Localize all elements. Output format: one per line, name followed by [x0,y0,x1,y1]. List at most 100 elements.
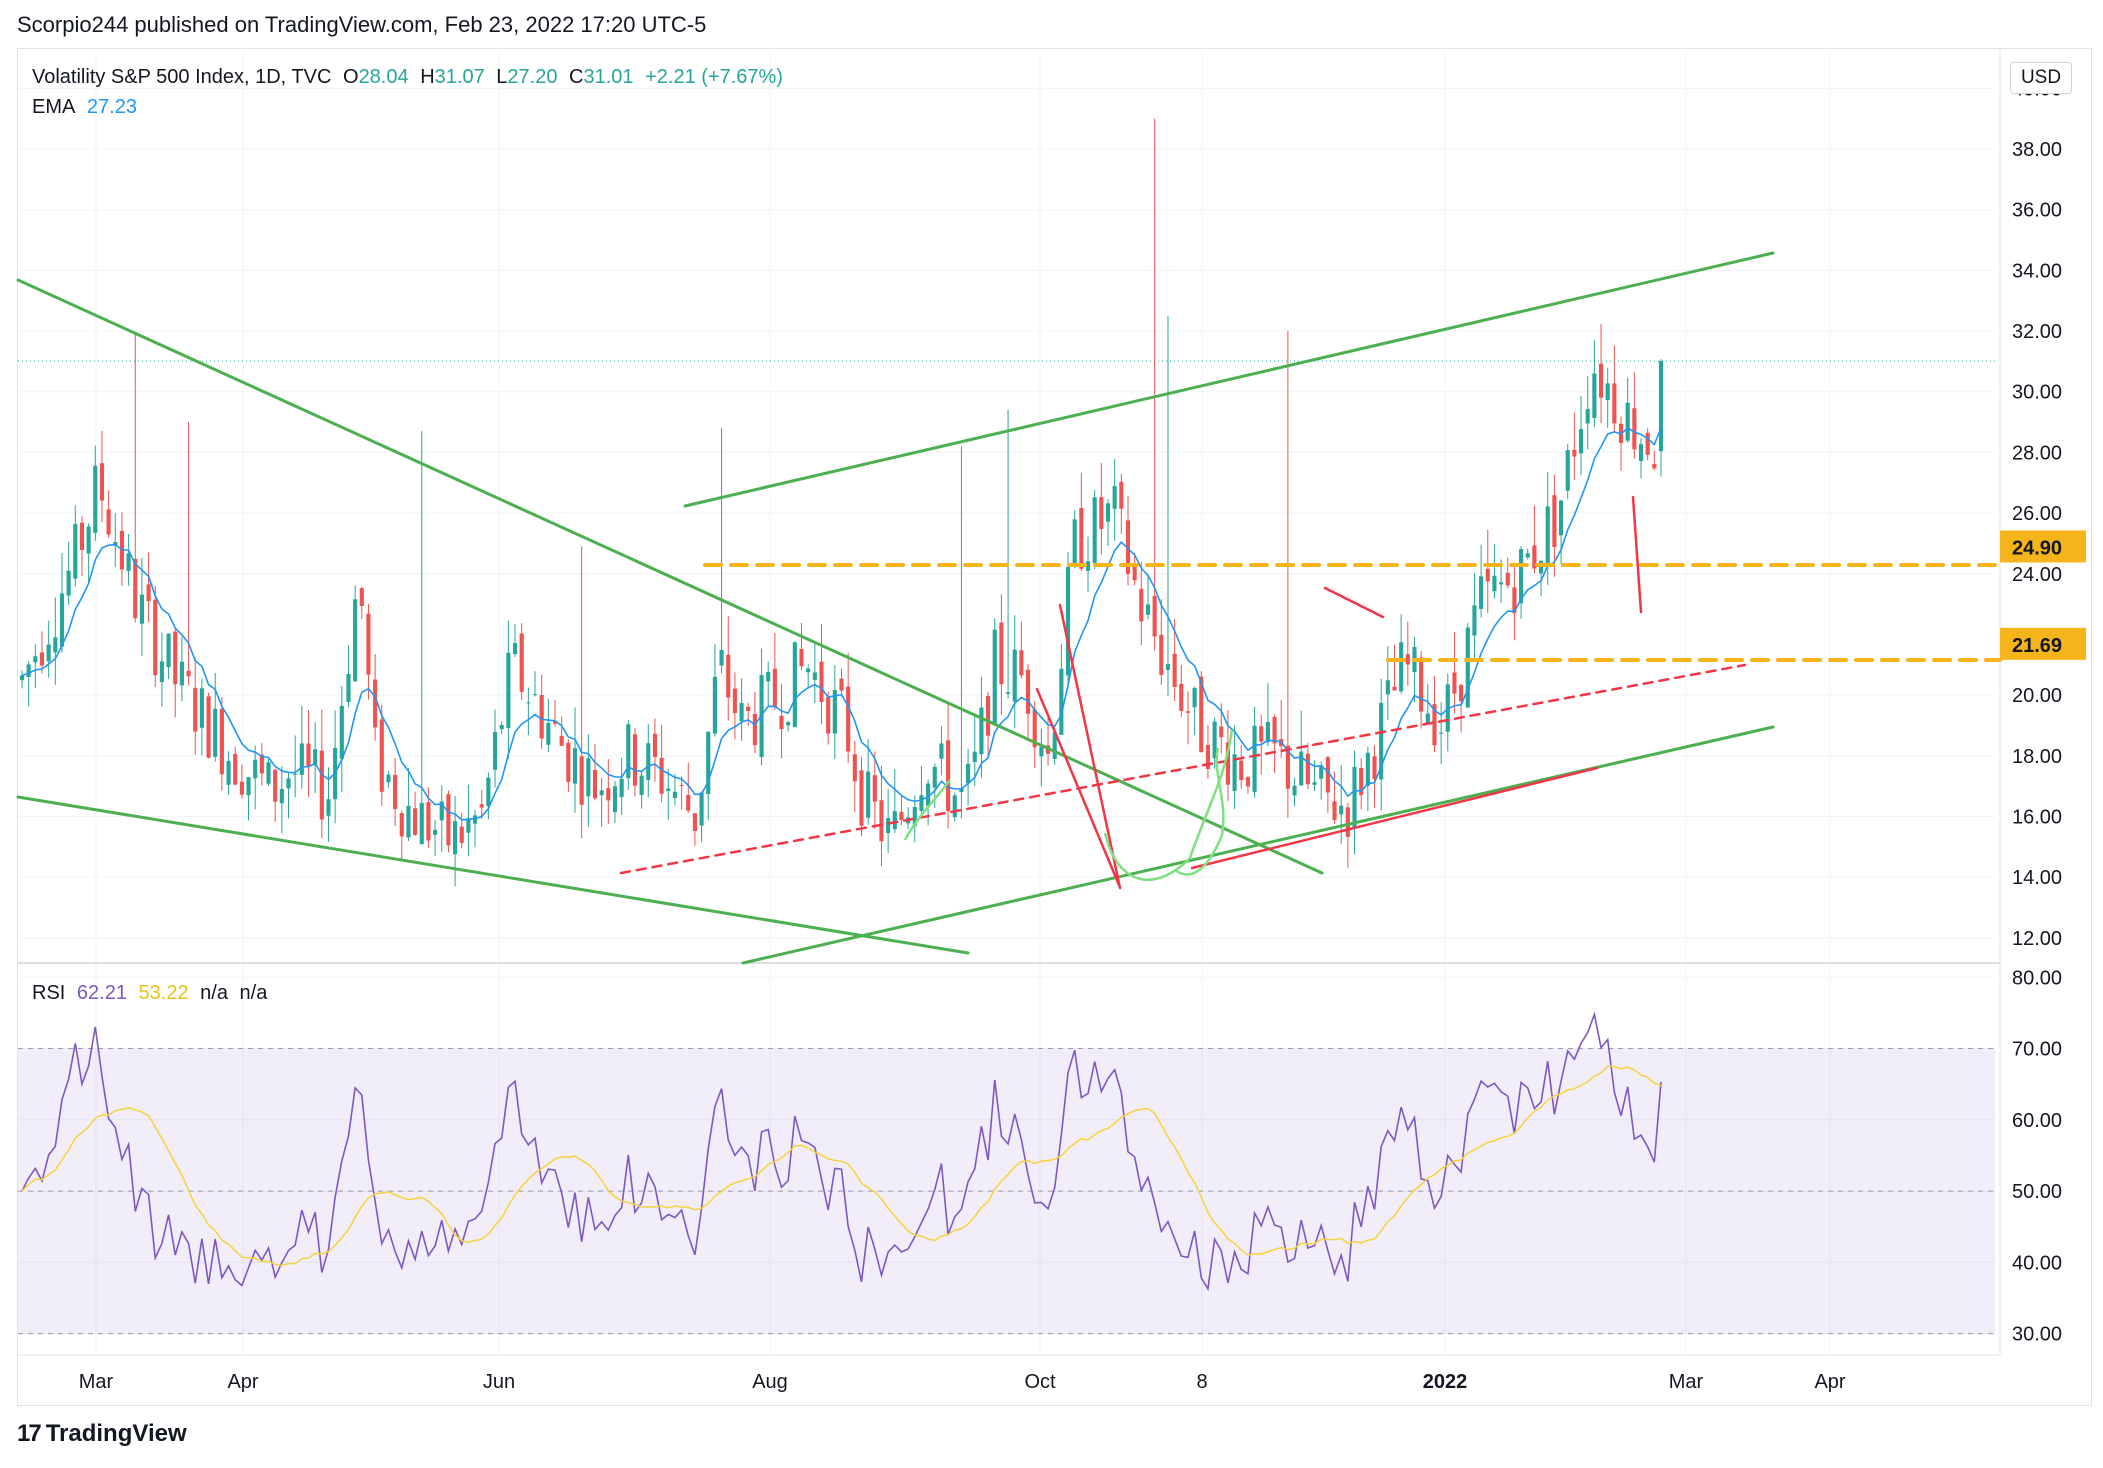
ema-line [21,426,1662,821]
tradingview-brand: TradingView [45,1420,187,1447]
candle-body [586,758,591,797]
candle [1245,776,1250,794]
candle-body [899,811,904,820]
candle-body [799,648,804,667]
candle [126,534,131,586]
candle [199,678,204,756]
time-tick-label: Apr [1814,1371,1845,1393]
candle [1092,490,1097,570]
high-value: H31.07 [420,66,485,88]
candle [672,773,678,806]
candle [1059,643,1064,735]
candle-body [592,769,598,799]
candle-body [672,791,678,799]
candle-body [999,622,1004,685]
candle [1205,725,1211,779]
low-value: L27.20 [496,66,558,88]
candle-body [1232,754,1237,791]
candle-body [199,688,204,728]
candle [1372,745,1377,808]
candle-body [912,807,917,826]
time-tick-label: Jun [483,1371,515,1393]
candle [406,767,411,841]
candle [1439,701,1444,765]
candle-body [1592,373,1597,418]
candle-body [1319,765,1324,779]
candle-body [353,599,358,682]
candle-body [726,654,731,698]
tradingview-logo[interactable]: 17 TradingView [17,1420,187,1448]
candle-body [1605,383,1610,400]
candle-body [399,813,404,837]
candle-body [1065,567,1071,676]
candle-body [99,463,105,501]
candle-body [1512,587,1517,614]
candle [1585,376,1590,450]
candle [59,552,65,653]
candle [33,644,38,689]
candle [1632,372,1637,459]
candle [366,603,371,700]
candle [253,745,258,810]
ema-value: 27.23 [86,96,137,118]
rsi-legend: RSI 62.21 53.22 n/a n/a [32,982,273,1005]
candle [1279,700,1284,758]
candle [772,633,777,711]
candle [113,513,118,568]
candle-body [826,697,831,734]
candle-body [419,802,424,844]
candle [646,723,651,798]
candle [699,791,704,843]
level-badge [2000,530,2086,563]
candle-body [832,690,837,734]
candle-body [186,670,191,677]
rsi-label[interactable]: RSI [32,982,66,1004]
candle-body [159,661,164,683]
candle-body [1359,767,1364,796]
candle-body [93,465,98,533]
candle [1645,428,1650,461]
candle-body [859,770,864,826]
rsi-tick-label: 80.00 [2012,967,2062,989]
lower-trend-line [16,795,970,955]
candle [1105,499,1111,547]
candle-body [1032,709,1037,748]
candle-body [413,808,418,835]
candle-body [273,769,278,802]
candle [1159,599,1164,685]
candle-body [1379,702,1384,780]
candle-body [1332,801,1337,821]
candle [239,764,244,799]
currency-button[interactable]: USD [2010,62,2072,94]
candle-body [612,786,618,813]
candle [186,422,191,686]
time-tick-label: Aug [752,1371,788,1393]
candle [552,699,558,727]
candle-body [852,754,857,782]
candle-body [1578,429,1584,454]
candle-body [572,748,578,784]
candle-body [1312,782,1317,785]
candle-body [519,633,524,692]
candle [939,726,944,776]
ema-label[interactable]: EMA [32,96,76,118]
candle [1512,562,1517,641]
candle-body [606,788,611,801]
candle [1379,678,1384,811]
candle-body [972,751,977,762]
candle-body [293,773,298,775]
candle-body [1272,716,1277,744]
candle [486,772,491,820]
candle-body [552,720,558,724]
chart-frame [17,48,2092,1406]
candle [1285,331,1290,818]
candle [1325,755,1330,813]
candle [466,784,471,857]
candle-body [512,643,518,655]
candle [1345,803,1350,868]
symbol-title[interactable]: Volatility S&P 500 Index, 1D, TVC [32,66,332,88]
candle-body [946,740,951,812]
candle-body [266,762,271,784]
candle-body [1459,685,1464,702]
